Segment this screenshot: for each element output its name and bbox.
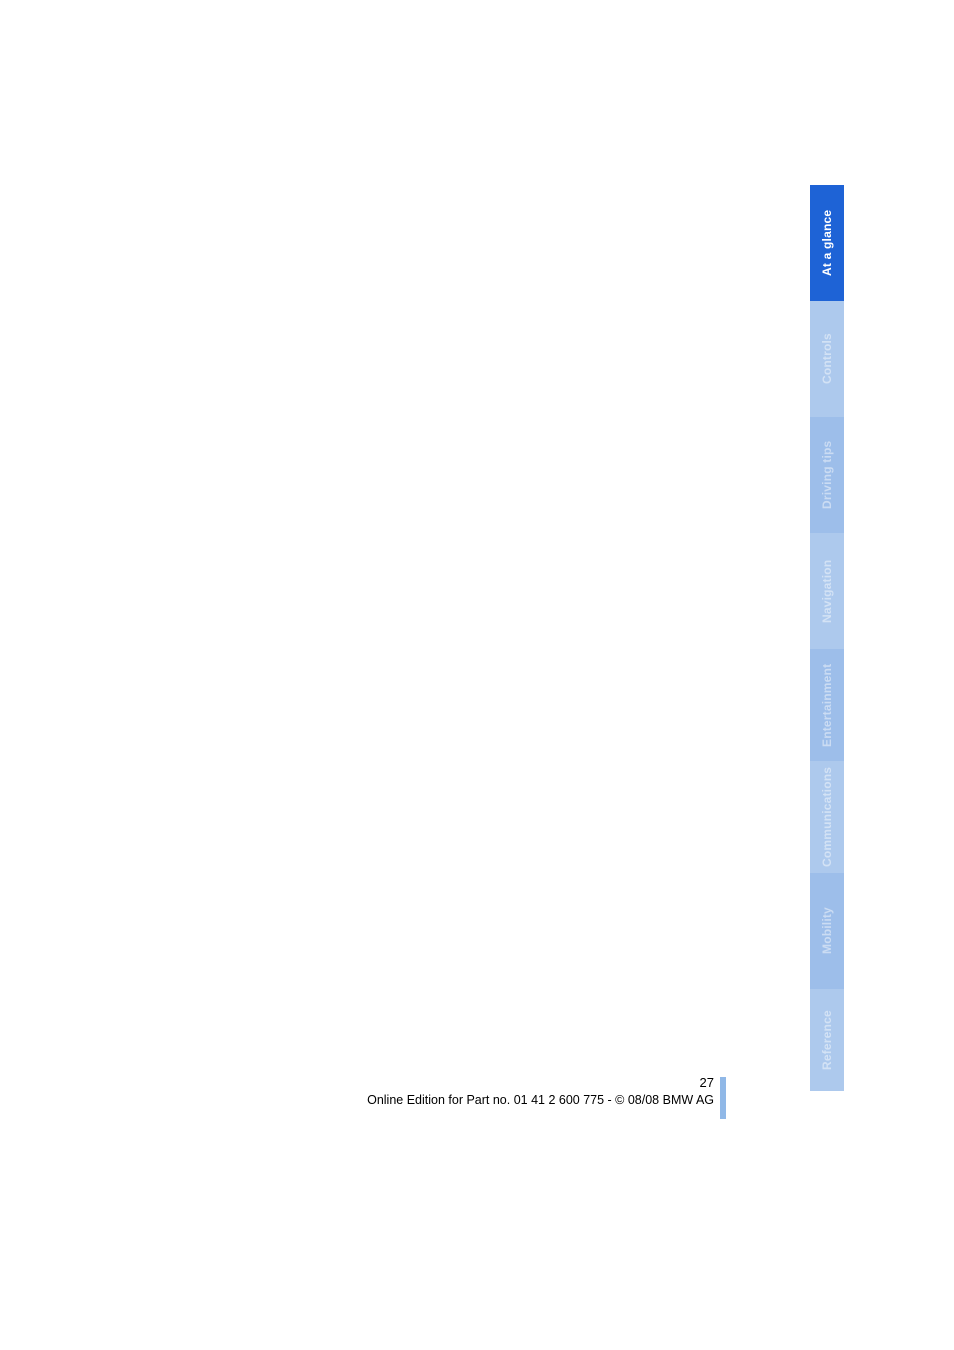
tab-navigation[interactable]: Navigation — [810, 533, 844, 649]
page-number: 27 — [700, 1075, 714, 1090]
tab-entertainment[interactable]: Entertainment — [810, 649, 844, 761]
tab-reference[interactable]: Reference — [810, 989, 844, 1091]
tab-mobility[interactable]: Mobility — [810, 873, 844, 989]
tab-communications[interactable]: Communications — [810, 761, 844, 873]
footer-accent-bar — [720, 1077, 726, 1119]
tab-at-a-glance[interactable]: At a glance — [810, 185, 844, 301]
side-tabs: At a glance Controls Driving tips Naviga… — [810, 185, 844, 1091]
tab-controls[interactable]: Controls — [810, 301, 844, 417]
tab-driving-tips[interactable]: Driving tips — [810, 417, 844, 533]
footer-text: Online Edition for Part no. 01 41 2 600 … — [367, 1093, 714, 1107]
page: At a glance Controls Driving tips Naviga… — [0, 0, 954, 1350]
